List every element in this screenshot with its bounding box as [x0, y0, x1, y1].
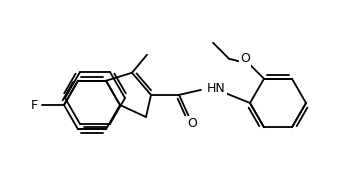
Text: HN: HN	[207, 82, 226, 95]
Text: O: O	[187, 117, 197, 130]
Text: F: F	[31, 99, 38, 111]
Text: O: O	[240, 52, 250, 65]
